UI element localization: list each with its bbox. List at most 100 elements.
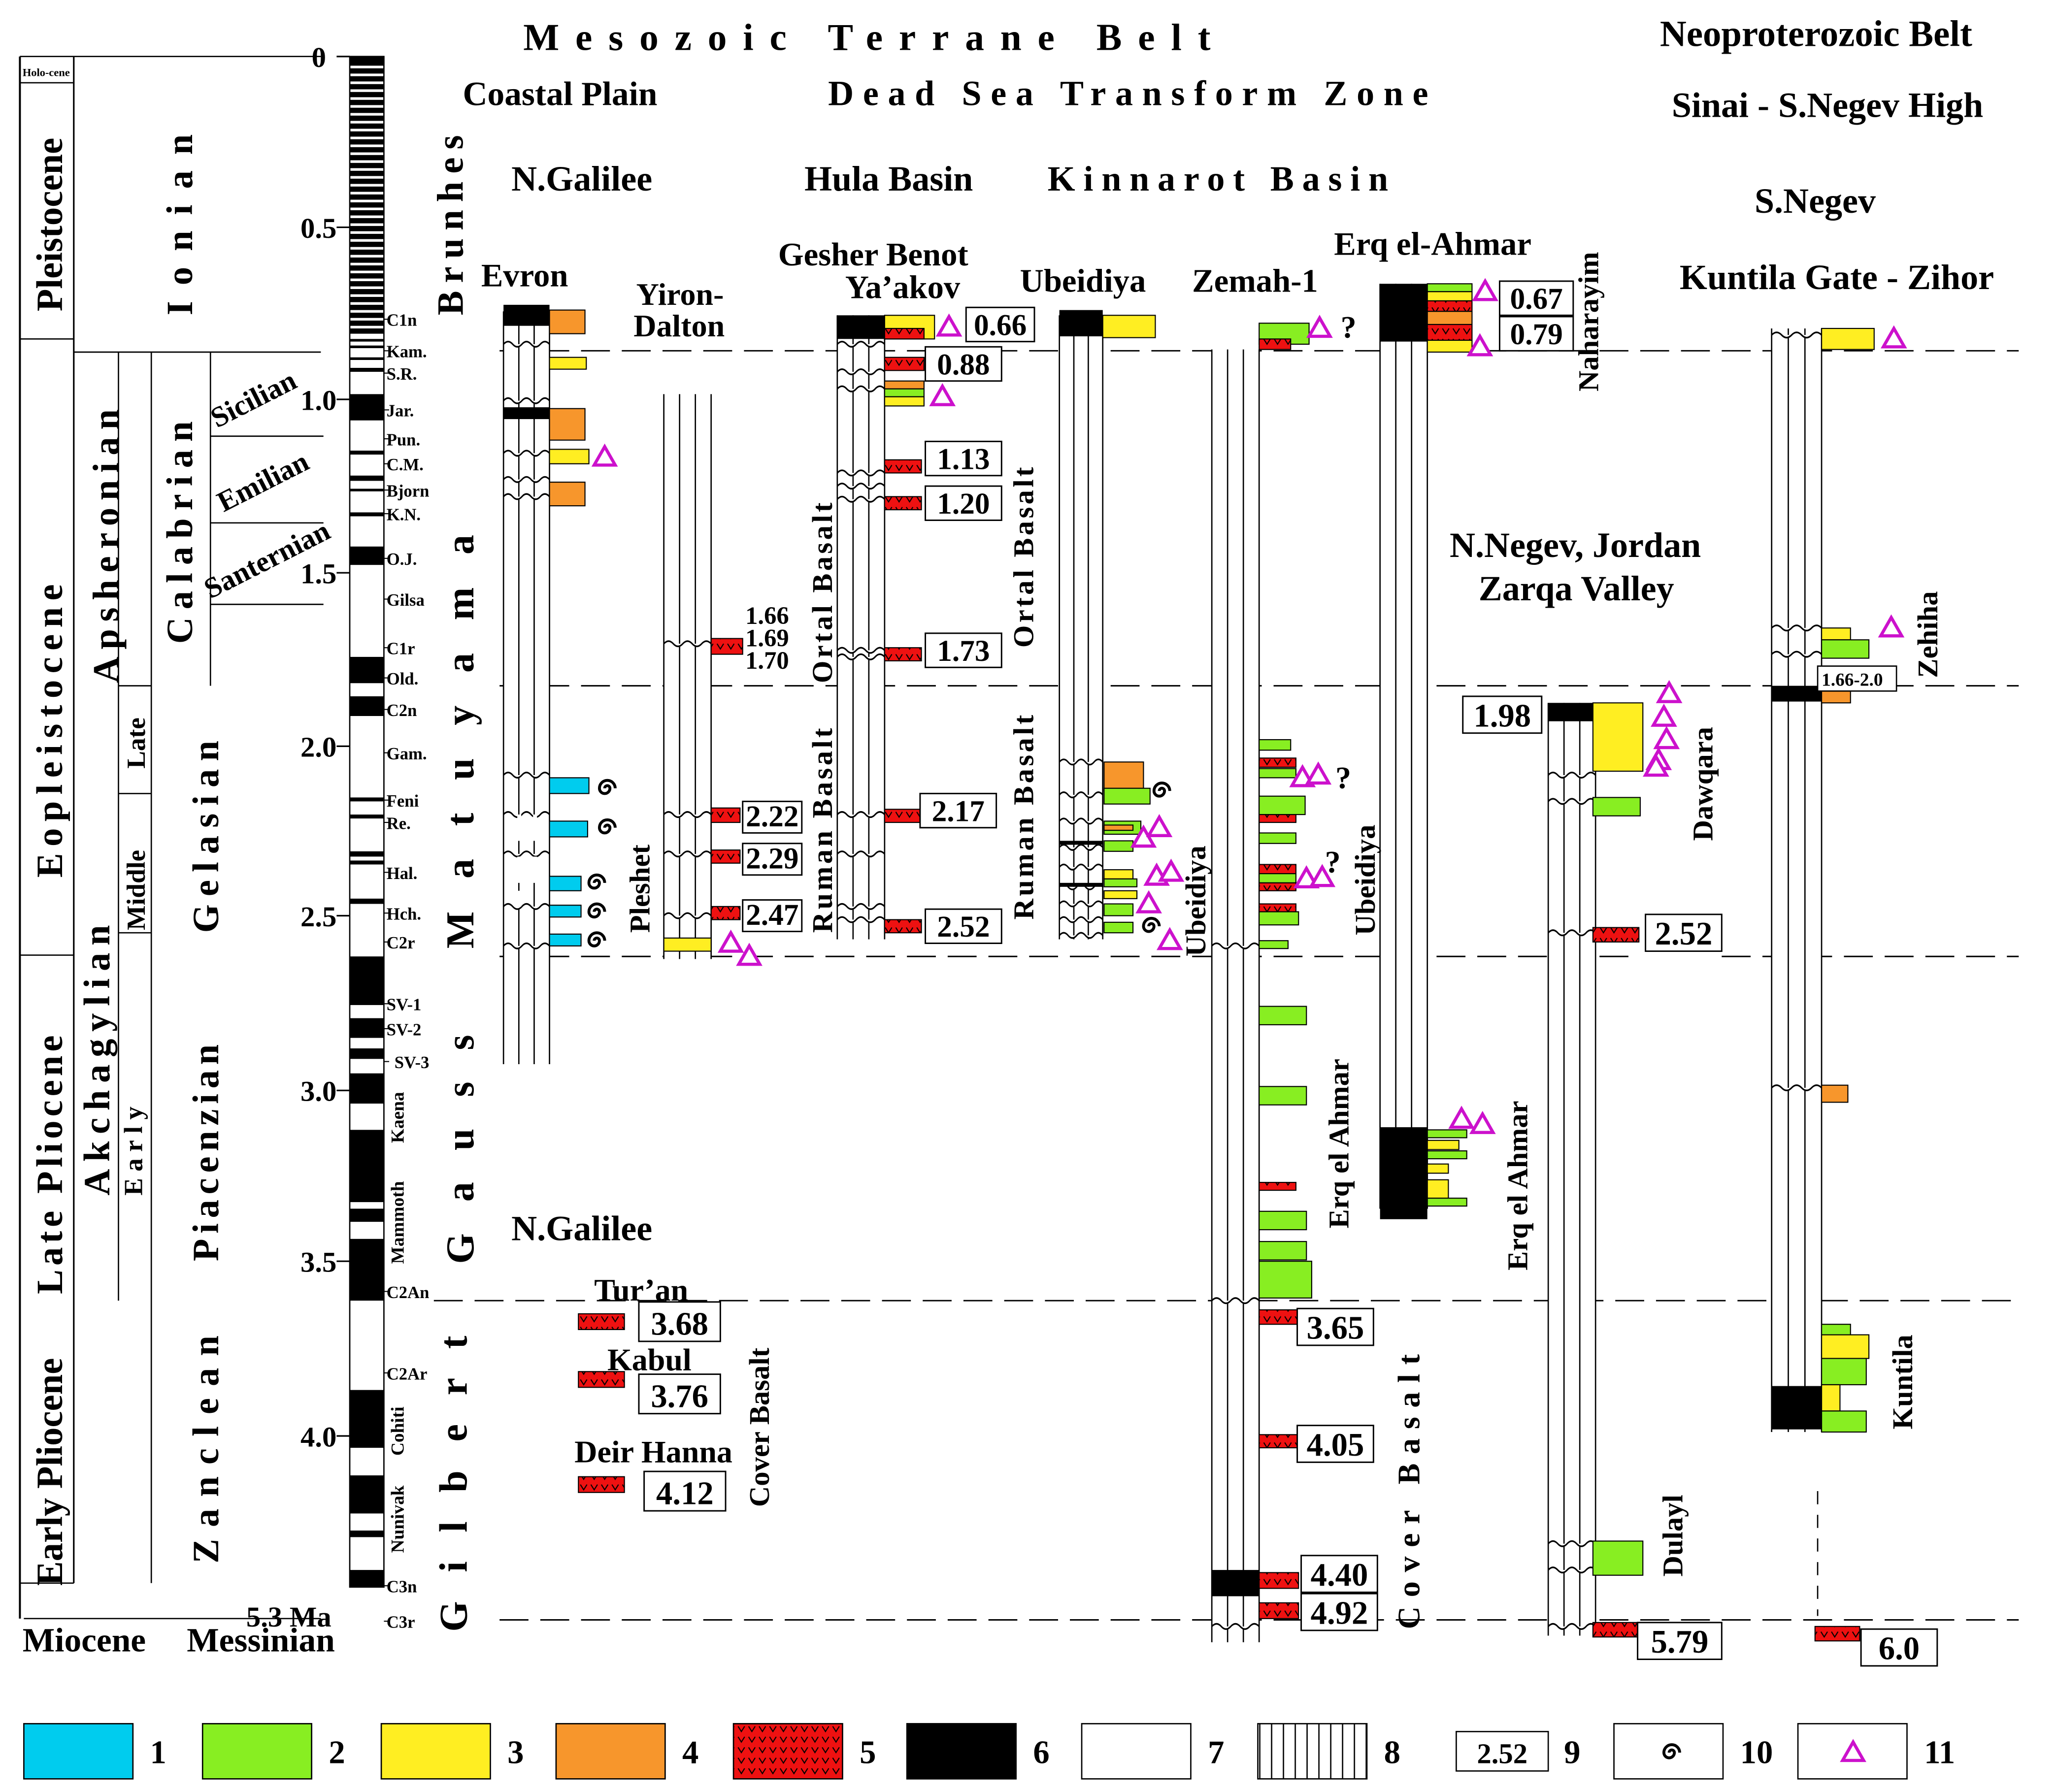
legend-item-11: 11 (1797, 1723, 1955, 1780)
axis-label-8: 4.0 (300, 1421, 336, 1453)
zemah-triangle-3 (1308, 765, 1329, 783)
age-text-a376: 3.76 (651, 1378, 708, 1414)
polarity-band-23 (350, 241, 384, 247)
age-1-66-2-0: 1.66-2.0 (1822, 670, 1883, 690)
ubeidiya-triangle-4 (1161, 862, 1182, 880)
brunhes-label: Brunhes (430, 127, 471, 315)
subchron-mammoth: Mammoth (388, 1181, 408, 1264)
n-galilee-lower-title: N.Galilee (511, 1208, 652, 1248)
subchron-13: Gam. (387, 744, 427, 763)
legend-item-6: 6 (906, 1723, 1050, 1780)
zanclean-label: Zanclean (186, 1324, 227, 1564)
age-box-a217: 2.17 (919, 792, 997, 829)
legend-label-9: 9 (1564, 1734, 1580, 1770)
deir-hanna-label: Deir Hanna (574, 1434, 732, 1469)
polarity-band-49 (350, 851, 384, 857)
polarity-band-62 (350, 1570, 384, 1587)
zemah-green-4 (1259, 832, 1296, 844)
dulayl-label: Dulayl (1657, 1495, 1689, 1576)
polarity-band-17 (350, 194, 384, 200)
ubeidiya-yellow-top (1102, 315, 1156, 338)
age-box-a079: 0.79 (1498, 316, 1574, 352)
ubeidiya-triangle-5 (1138, 893, 1160, 912)
polarity-band-19 (350, 210, 384, 216)
age-text-a365: 3.65 (1307, 1310, 1364, 1346)
axis-label-3: 1.5 (300, 558, 336, 590)
early-pliocene-label: Early Pliocene (30, 1358, 70, 1586)
subchron-3: Jar. (387, 401, 414, 421)
question-mark-1: ? (1341, 310, 1357, 345)
hula-title: Hula Basin (804, 159, 973, 198)
kuntila-orange-2 (1821, 1084, 1849, 1103)
subchron-14: Feni (387, 791, 419, 811)
polarity-band-50 (350, 860, 384, 865)
polarity-band-22 (350, 233, 384, 239)
subchron-labels: C1n Kam. S.R. Jar. Pun. C.M. Bjorn K.N. O.J. Gils… (384, 311, 429, 1632)
zemah-green-1 (1259, 739, 1292, 751)
polarity-band-29 (350, 289, 384, 294)
section-names: Evron Yiron- Dalton Gesher Benot Ya’akov… (481, 227, 1605, 391)
jordan-yellow-1 (1592, 702, 1644, 772)
zemah-green-12 (1259, 1261, 1312, 1299)
age-box-a113: 1.13 (925, 440, 1002, 477)
zemah-green-7 (1259, 940, 1289, 949)
polarity-band-51 (350, 898, 384, 904)
polarity-band-8 (350, 123, 384, 129)
zemah-green-3 (1259, 795, 1306, 815)
legend-item-5: 5 (732, 1723, 876, 1780)
zemah-triangle-1 (1309, 318, 1330, 336)
ionian-label: Ionian (160, 119, 200, 316)
yiron-yellow-1 (663, 937, 712, 952)
zemah-green-8 (1259, 1006, 1307, 1026)
yiron-column (663, 394, 712, 959)
polarity-band-54 (350, 1048, 384, 1059)
miocene-label: Miocene (23, 1622, 146, 1660)
polarity-band-52 (350, 956, 384, 1005)
section-columns (502, 281, 1904, 1642)
jordan-green-1 (1592, 797, 1641, 816)
subchron-28: C3n (387, 1577, 417, 1596)
kuntila-green-1 (1821, 639, 1870, 659)
n-galilee-title: N.Galilee (511, 159, 652, 198)
calabrian-label: Calabrian (160, 413, 200, 644)
subchron-7: K.N. (387, 505, 421, 524)
evron-cyan-3 (549, 876, 582, 891)
subchron-21: SV-3 (395, 1053, 430, 1072)
zehiha-label: Zehiha (1912, 591, 1944, 678)
yiron-label-line1: Yiron- (636, 277, 724, 312)
subchron-19: SV-1 (387, 995, 422, 1014)
ubeidiya-green-4 (1103, 878, 1138, 887)
question-mark-3: ? (1325, 844, 1341, 879)
question-mark-2: ? (1335, 760, 1351, 795)
cover-basalt-vertical-1: Cover Basalt (743, 1347, 775, 1507)
gesher-label-line1: Gesher Benot (778, 237, 968, 273)
kuntila-triangle-1 (1883, 328, 1904, 347)
zemah-green-5 (1259, 873, 1296, 883)
erq-vertical-2: Erq el Ahmar (1501, 1101, 1533, 1271)
evron-cyan-4 (549, 905, 582, 918)
age-text-a067: 0.67 (1510, 282, 1562, 316)
age-box-a088: 0.88 (925, 346, 1002, 382)
timescale: Holo-cene Pleistocene Eopleistocene Late… (19, 41, 482, 1660)
subchron-kaena: Kaena (388, 1092, 408, 1143)
subchron-17: Hch. (387, 905, 421, 924)
subchron-8: O.J. (387, 550, 417, 569)
axis-label-6: 3.0 (300, 1075, 336, 1108)
polarity-band-28 (350, 281, 384, 287)
age-text-a079: 0.79 (1510, 318, 1562, 351)
kuntila-label: Kuntila (1887, 1335, 1919, 1429)
yiron-triangle-2 (739, 946, 760, 964)
polarity-band-15 (350, 178, 384, 184)
age-text-a173: 1.73 (937, 634, 990, 668)
jordan-column (1547, 703, 1596, 1636)
kuntila-green-2 (1821, 1324, 1851, 1336)
polarity-band-2 (350, 76, 384, 82)
legend-item-9: 2.52 9 (1456, 1730, 1581, 1772)
gesher-yellow-2 (884, 396, 925, 407)
kuntila-column (1771, 328, 1823, 1432)
evron-orange-2 (549, 408, 586, 441)
age-text-a066: 0.66 (974, 308, 1027, 342)
subchron-6: Bjorn (387, 481, 430, 500)
polarity-band-5 (350, 99, 384, 105)
holocene-label: Holo-cene (23, 66, 70, 79)
